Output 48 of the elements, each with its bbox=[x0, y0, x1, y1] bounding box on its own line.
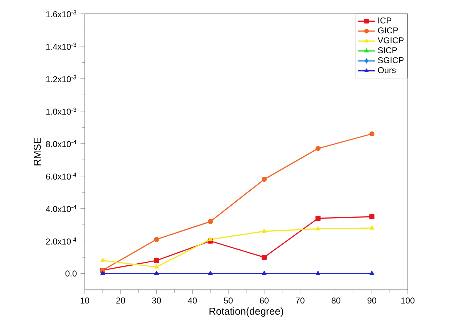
y-tick-label: 8.0x10$^{-4}$ bbox=[46, 140, 77, 148]
x-tick-label: 10 bbox=[80, 298, 90, 304]
x-tick-label: 100 bbox=[402, 298, 415, 304]
point bbox=[370, 226, 374, 230]
point bbox=[316, 146, 321, 152]
point bbox=[316, 226, 321, 231]
point bbox=[262, 177, 267, 182]
y-tick-label: 1.6x10$^{-3}$ bbox=[46, 10, 76, 18]
point bbox=[316, 271, 321, 276]
point bbox=[154, 237, 160, 242]
point bbox=[262, 254, 267, 260]
x-tick-label: 90 bbox=[368, 298, 376, 304]
point bbox=[208, 237, 213, 242]
legend-label: SICP bbox=[378, 48, 398, 54]
point bbox=[208, 219, 214, 224]
point bbox=[100, 258, 106, 262]
point bbox=[370, 271, 374, 276]
point bbox=[154, 264, 160, 269]
y-tick-label: 1.4x10$^{-3}$ bbox=[46, 42, 76, 50]
y-tick-label: 1.2x10$^{-3}$ bbox=[46, 75, 76, 82]
x-axis-title: Rotation(degree) bbox=[210, 308, 284, 317]
y-tick-label: 1.0x10$^{-3}$ bbox=[46, 108, 76, 115]
x-tick-label: 70 bbox=[296, 298, 305, 304]
y-axis-title: RMSE bbox=[34, 138, 42, 166]
x-tick-label: 30 bbox=[152, 298, 162, 304]
point bbox=[100, 271, 106, 276]
point bbox=[370, 214, 375, 220]
point bbox=[154, 258, 160, 264]
legend-label: GICP bbox=[378, 28, 398, 34]
x-tick-label: 80 bbox=[332, 298, 341, 304]
y-tick-label: 0.0 bbox=[66, 270, 77, 277]
x-tick-label: 50 bbox=[224, 298, 233, 304]
legend-label: ICP bbox=[378, 18, 392, 24]
x-tick-label: 20 bbox=[116, 298, 126, 304]
x-tick-label: 60 bbox=[260, 298, 269, 304]
legend-label: SGICP bbox=[378, 57, 404, 64]
point bbox=[316, 216, 321, 222]
y-tick-label: 2.0x10$^{-4}$ bbox=[46, 238, 77, 245]
point bbox=[262, 228, 267, 234]
point bbox=[262, 271, 267, 276]
point bbox=[208, 271, 213, 276]
point bbox=[370, 132, 375, 137]
legend-label: Ours bbox=[378, 67, 396, 74]
y-tick-label: 6.0x10$^{-4}$ bbox=[46, 172, 77, 180]
x-tick-label: 40 bbox=[188, 298, 198, 304]
y-tick-label: 4.0x10$^{-4}$ bbox=[46, 205, 77, 212]
legend-label: VGICP bbox=[378, 38, 404, 44]
point bbox=[154, 271, 160, 276]
